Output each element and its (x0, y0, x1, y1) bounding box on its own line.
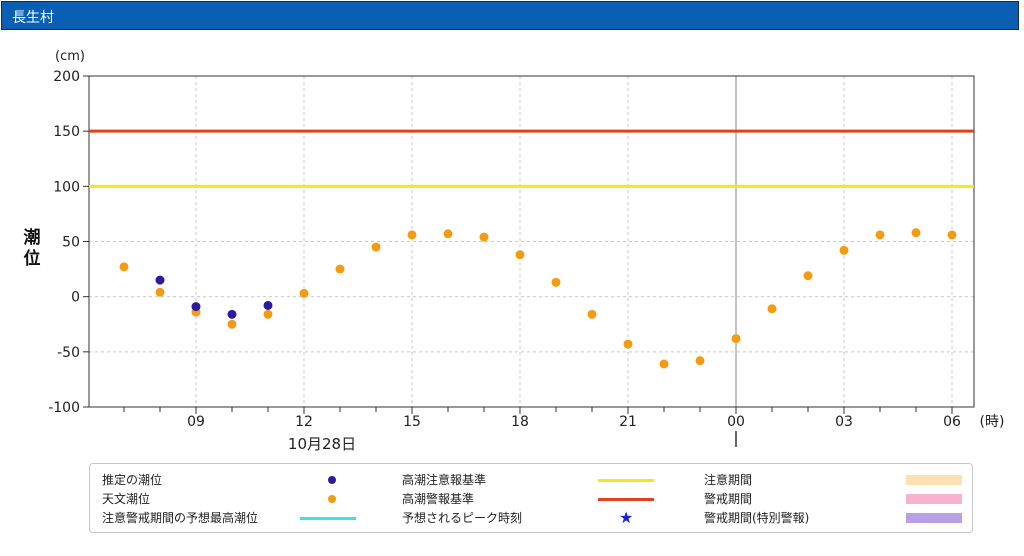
data-point (191, 302, 201, 312)
legend-label: 推定の潮位 (102, 473, 163, 487)
legend-label: 高潮注意報基準 (402, 473, 487, 487)
x-tick-label: 18 (511, 414, 529, 430)
data-point (587, 309, 597, 319)
data-point (119, 262, 129, 272)
data-point (155, 275, 165, 285)
data-point (731, 334, 741, 344)
data-point (803, 271, 813, 281)
data-point (263, 300, 273, 310)
data-point (371, 242, 381, 252)
y-tick-label: -100 (48, 400, 80, 416)
y-axis-label: 位 (24, 248, 41, 269)
legend-swatch-icon (906, 494, 962, 504)
x-tick-label: 06 (943, 414, 961, 430)
legend: 推定の潮位 高潮注意報基準 注意期間天文潮位 高潮警報基準 警戒期間注意警戒期間の予想最… (89, 463, 973, 533)
data-point (227, 309, 237, 319)
legend-dot-icon (328, 476, 336, 484)
y-tick-label: 0 (71, 290, 80, 306)
legend-label: 警戒期間 (704, 492, 753, 506)
data-point (479, 232, 489, 242)
data-point (263, 309, 273, 319)
data-point (335, 264, 345, 274)
x-unit-label: (時) (980, 414, 1005, 430)
y-tick-label: 50 (62, 235, 80, 251)
legend-line-icon (300, 517, 356, 520)
legend-label: 注意警戒期間の予想最高潮位 (102, 511, 259, 525)
data-point (695, 356, 705, 366)
legend-swatch-icon (906, 513, 962, 523)
legend-dot-icon (328, 495, 336, 503)
legend-label: 注意期間 (704, 473, 753, 487)
data-point (947, 230, 957, 240)
data-point (551, 277, 561, 287)
legend-swatch-icon (906, 475, 962, 485)
data-point (911, 228, 921, 238)
data-point (875, 230, 885, 240)
plot-frame (88, 75, 975, 408)
x-tick-label: 21 (619, 414, 637, 430)
x-tick-label: 09 (187, 414, 205, 430)
x-tick-label: 00 (727, 414, 745, 430)
x-tick-label: 12 (295, 414, 313, 430)
tide-chart: -100 -50 0 50 100 150 200 09 12 15 18 21 00 03 06 10月28… (24, 49, 1005, 453)
data-point (299, 288, 309, 298)
page-title: 長生村 (12, 10, 54, 26)
y-tick-label: 150 (53, 124, 80, 140)
legend-star-icon: ★ (619, 508, 634, 527)
legend-label: 予想されるピーク時刻 (402, 511, 523, 525)
y-tick-label: 100 (53, 179, 80, 195)
x-tick-label: 03 (835, 414, 853, 430)
x-tick-label: 15 (403, 414, 421, 430)
legend-line-icon (598, 498, 654, 501)
date-label: 10月28日 (288, 435, 356, 453)
data-point (407, 230, 417, 240)
legend-line-icon (598, 479, 654, 482)
data-point (227, 319, 237, 329)
data-point (155, 287, 165, 297)
data-point (515, 250, 525, 260)
legend-label: 天文潮位 (102, 492, 151, 506)
data-point (839, 245, 849, 255)
legend-label: 高潮警報基準 (402, 492, 475, 506)
data-point (443, 229, 453, 239)
y-unit-label: (cm) (55, 49, 85, 64)
title-bar: 長生村 (1, 1, 1019, 30)
data-point (623, 339, 633, 349)
y-tick-label: -50 (57, 345, 80, 361)
legend-label: 警戒期間(特別警報) (704, 511, 810, 525)
y-axis-label: 潮 (24, 227, 41, 248)
data-point (767, 304, 777, 314)
data-point (659, 359, 669, 369)
y-tick-label: 200 (53, 69, 80, 85)
